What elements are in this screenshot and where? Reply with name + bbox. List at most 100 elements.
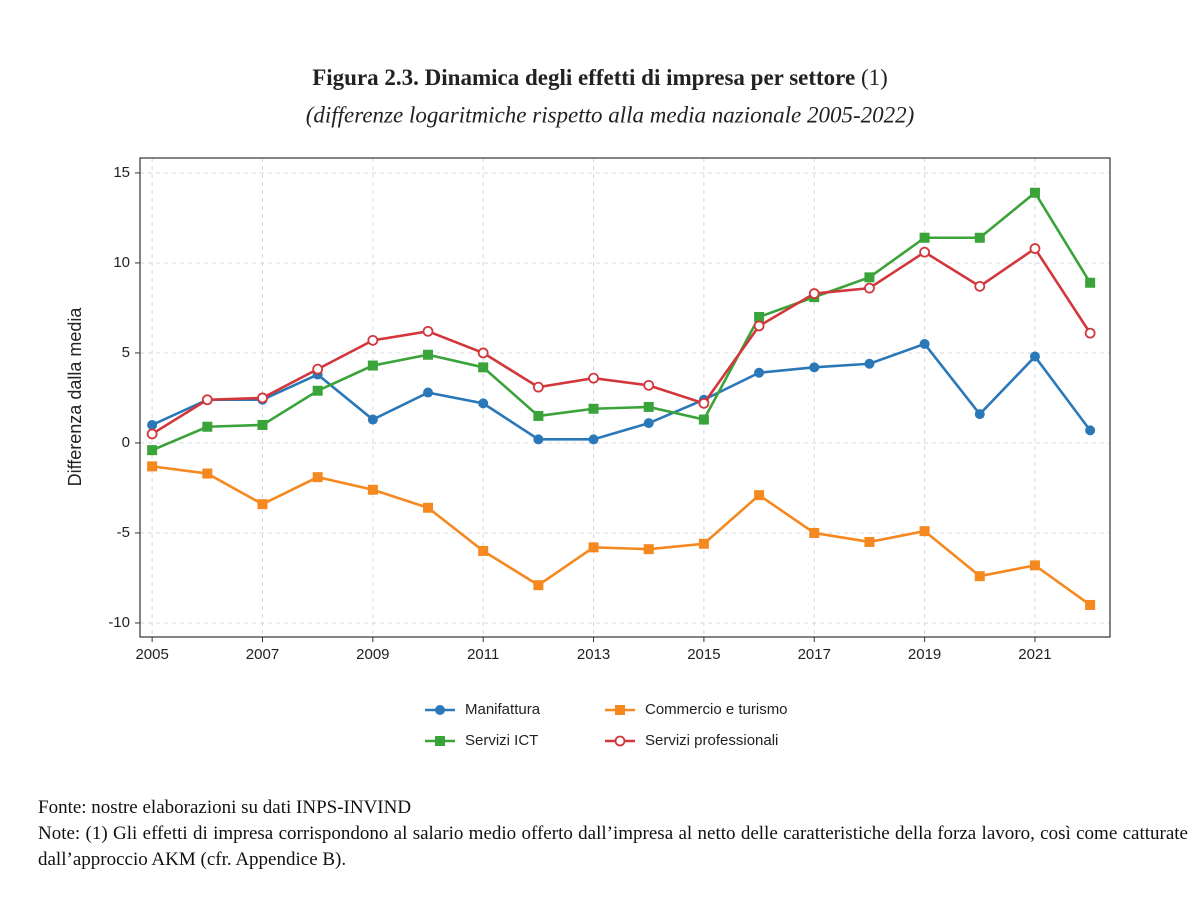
data-point — [478, 398, 489, 409]
data-point — [754, 367, 765, 378]
data-point — [588, 434, 599, 445]
data-point — [643, 379, 655, 391]
x-tick-label: 2013 — [577, 646, 610, 663]
y-axis-label: Differenza dalla media — [65, 307, 85, 487]
series-line — [151, 246, 1092, 436]
data-point — [423, 349, 434, 360]
legend-label: Manifattura — [465, 701, 541, 718]
title-group: Figura 2.3. Dinamica degli effetti di im… — [312, 65, 888, 90]
y-tick-label: 15 — [113, 164, 130, 181]
source: Fonte: nostre elaborazioni su dati INPS-… — [38, 797, 412, 818]
data-point — [201, 394, 213, 406]
data-point — [864, 358, 875, 369]
series-line — [151, 342, 1092, 441]
data-point — [477, 347, 489, 359]
data-point — [147, 445, 158, 456]
chart-title: Figura 2.3. Dinamica degli effetti di im… — [312, 65, 855, 90]
data-point — [1029, 560, 1040, 571]
x-tick-label: 2017 — [798, 646, 831, 663]
y-tick-label: 0 — [122, 434, 130, 451]
data-point — [698, 414, 709, 425]
data-point — [919, 526, 930, 537]
data-point — [533, 434, 544, 445]
chart: Figura 2.3. Dinamica degli effetti di im… — [65, 65, 1111, 749]
data-point — [808, 288, 820, 299]
data-point — [809, 527, 820, 538]
series-line — [151, 465, 1091, 607]
x-tick-label: 2011 — [467, 646, 499, 663]
data-point — [698, 397, 710, 409]
data-point — [478, 545, 489, 556]
data-point — [367, 360, 378, 371]
data-point — [202, 421, 213, 432]
data-point — [588, 403, 599, 414]
data-point — [312, 472, 323, 483]
data-point — [423, 502, 434, 513]
data-point — [864, 272, 875, 283]
data-point — [146, 428, 158, 440]
data-point — [422, 325, 434, 337]
data-point — [919, 338, 930, 349]
y-tick-label: 10 — [113, 254, 130, 271]
footnotes: Fonte: nostre elaborazioni su dati INPS-… — [38, 795, 1188, 873]
data-point — [698, 538, 709, 549]
notes: Note: (1) Gli effetti di impresa corrisp… — [38, 823, 1188, 870]
data-point — [974, 409, 985, 420]
legend-marker — [435, 705, 445, 715]
data-point — [919, 232, 930, 243]
legend-marker — [435, 736, 445, 746]
data-point — [533, 580, 544, 591]
data-point — [588, 372, 599, 384]
y-tick-label: -5 — [117, 524, 130, 541]
data-point — [367, 334, 379, 346]
x-tick-label: 2005 — [135, 646, 168, 663]
data-point — [754, 490, 765, 501]
data-point — [753, 320, 765, 332]
data-point — [1085, 277, 1096, 288]
series-line — [151, 190, 1092, 452]
data-point — [1084, 327, 1096, 339]
data-point — [312, 363, 324, 375]
data-point — [643, 544, 654, 555]
legend-label: Commercio e turismo — [645, 701, 788, 718]
title-note: (1) — [861, 65, 888, 90]
data-point — [257, 419, 268, 430]
x-tick-label: 2019 — [908, 646, 941, 663]
data-point — [423, 387, 434, 398]
y-tick-label: -10 — [108, 614, 130, 631]
data-point — [147, 461, 158, 472]
legend-marker — [615, 705, 625, 715]
legend-marker — [614, 735, 626, 747]
x-tick-label: 2007 — [246, 646, 279, 663]
legend-label: Servizi ICT — [465, 732, 538, 749]
x-tick-label: 2021 — [1018, 646, 1051, 663]
data-point — [1085, 425, 1096, 436]
data-point — [312, 385, 323, 396]
plot-frame — [139, 157, 1111, 638]
legend-label: Servizi professionali — [645, 732, 778, 749]
data-point — [1085, 599, 1096, 610]
data-point — [202, 468, 213, 479]
data-point — [588, 542, 599, 553]
data-point — [367, 484, 378, 495]
data-point — [643, 401, 654, 412]
chart-subtitle: (differenze logaritmiche rispetto alla m… — [306, 102, 915, 127]
data-point — [147, 419, 158, 430]
data-point — [864, 282, 875, 294]
data-point — [367, 414, 378, 425]
data-point — [1029, 187, 1040, 198]
data-point — [1029, 243, 1041, 254]
data-point — [809, 362, 820, 373]
x-tick-label: 2009 — [356, 646, 389, 663]
y-tick-label: 5 — [122, 344, 130, 361]
data-point — [478, 362, 489, 373]
data-point — [864, 536, 875, 547]
x-tick-label: 2015 — [687, 646, 720, 663]
data-point — [643, 418, 654, 429]
data-point — [532, 381, 544, 393]
data-point — [1029, 351, 1040, 362]
data-point — [919, 246, 931, 258]
data-point — [257, 499, 268, 510]
data-point — [257, 392, 268, 404]
